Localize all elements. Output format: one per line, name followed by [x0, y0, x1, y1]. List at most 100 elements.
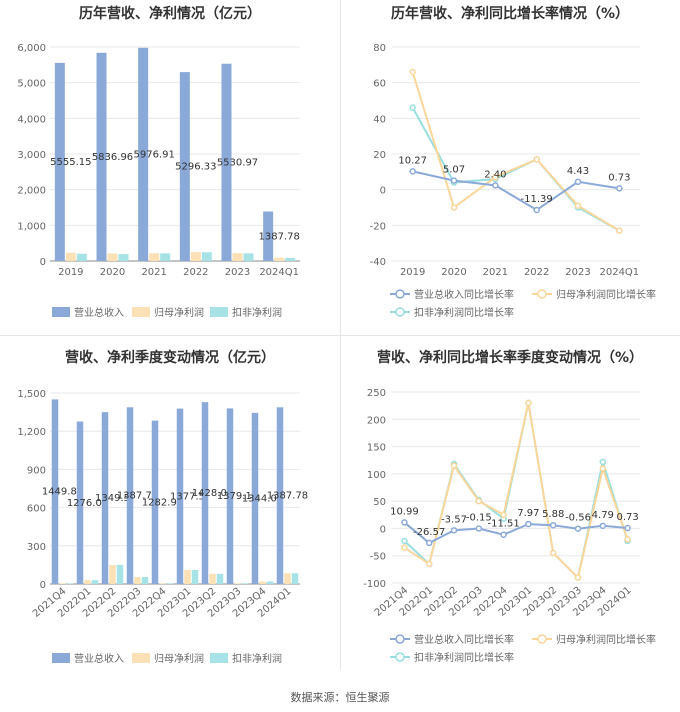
y-tick-label: 2,000 — [17, 186, 46, 197]
series-line — [403, 402, 629, 580]
data-label: 7.97 — [517, 508, 539, 519]
bar-deducted-net-profit — [291, 573, 299, 584]
y-tick-label: 300 — [27, 542, 46, 553]
bar-deducted-net-profit — [243, 253, 254, 261]
y-tick-label: 600 — [27, 504, 46, 515]
data-label: 2.40 — [484, 169, 506, 180]
legend-marker — [537, 634, 547, 644]
legend-marker — [395, 289, 405, 299]
bar-deducted-net-profit — [216, 573, 224, 584]
y-tick-label: 0 — [380, 524, 386, 535]
bar-net-profit — [184, 569, 191, 584]
data-point — [425, 560, 433, 568]
chart-title: 营收、净利季度变动情况（亿元） — [65, 350, 275, 366]
x-tick-label: 2024Q1 — [259, 267, 299, 278]
legend-swatch — [210, 307, 228, 317]
bar-net-profit — [84, 580, 91, 584]
bar-deducted-net-profit — [118, 254, 129, 261]
x-tick-label: 2022 — [524, 267, 549, 278]
quarterly-revenue-profit-panel: 营收、净利季度变动情况（亿元） 0 300 600 900 1,200 1,500 1449… — [0, 335, 340, 680]
bar-net-profit — [274, 257, 285, 261]
x-tick-label: 2019 — [58, 267, 83, 278]
bar-deducted-net-profit — [166, 583, 174, 584]
data-label: 1449.81 — [42, 487, 83, 498]
bar-deducted-net-profit — [191, 569, 199, 584]
data-label: 5555.15 — [50, 157, 91, 168]
chart-title: 历年营收、净利同比增长率情况（%） — [390, 6, 630, 22]
data-point — [549, 521, 557, 529]
legend-marker — [395, 307, 405, 317]
bar-net-profit — [134, 576, 141, 584]
legend-label: 扣非净利润 — [232, 306, 282, 319]
quarterly-revenue-profit-chart: 03006009001,2001,5001449.812021Q41276.02… — [17, 389, 308, 665]
y-tick-label: 0 — [380, 186, 386, 197]
bar-deducted-net-profit — [160, 253, 171, 261]
data-point — [475, 525, 483, 532]
data-label: 1387.78 — [267, 491, 308, 502]
legend-label: 扣非净利润同比增长率 — [414, 306, 514, 319]
data-point — [599, 458, 607, 466]
data-label: 10.99 — [390, 506, 419, 517]
bar-revenue — [101, 412, 109, 584]
data-label: 1428.07 — [192, 488, 233, 499]
data-point — [574, 574, 582, 581]
annual-revenue-profit-panel: 历年营收、净利情况（亿元） 0 1,000 2,000 3,000 4,000 5,000… — [0, 0, 340, 335]
y-tick-label: -50 — [370, 552, 386, 563]
bar-deducted-net-profit — [91, 580, 99, 584]
y-tick-label: 900 — [27, 465, 46, 476]
bar-revenue — [76, 421, 84, 584]
chart-title: 历年营收、净利情况（亿元） — [79, 6, 261, 22]
bar-deducted-net-profit — [66, 583, 74, 584]
bar-revenue — [138, 47, 149, 261]
bar-revenue — [201, 402, 209, 584]
legend-label: 营业总收入 — [74, 652, 124, 665]
annual-growth-panel: 历年营收、净利同比增长率情况（%） -40 -20 0 20 40 60 80 2019 202… — [340, 0, 680, 335]
y-tick-label: 3,000 — [17, 150, 46, 161]
bar-net-profit — [284, 573, 291, 584]
data-point — [624, 536, 631, 543]
data-label: 5.88 — [542, 509, 564, 520]
bar-net-profit — [190, 252, 201, 261]
data-label: 0.73 — [608, 172, 630, 183]
legend-swatch — [52, 307, 70, 317]
x-tick-label: 2020 — [441, 267, 466, 278]
bar-revenue — [276, 407, 284, 584]
legend-label: 营业总收入同比增长率 — [414, 288, 514, 301]
x-tick-label: 2020 — [100, 267, 125, 278]
x-tick-label: 2023 — [565, 267, 590, 278]
x-tick-label: 2023 — [225, 267, 250, 278]
bar-revenue — [263, 211, 274, 261]
bar-revenue — [96, 52, 107, 261]
legend-label: 归母净利润 — [154, 306, 204, 319]
data-point — [500, 531, 507, 538]
data-point — [533, 206, 540, 214]
bar-deducted-net-profit — [266, 581, 274, 584]
x-tick-label: 2019 — [400, 267, 425, 278]
quarterly-growth-panel: 营收、净利同比增长率季度变动情况（%） -100 -50 0 50 100 150 200 2… — [340, 335, 680, 680]
y-tick-label: 40 — [373, 114, 386, 125]
bar-revenue — [251, 412, 259, 584]
data-point — [525, 399, 532, 407]
y-tick-label: 100 — [367, 470, 386, 481]
legend-label: 营业总收入同比增长率 — [414, 633, 514, 646]
data-label: -11.51 — [487, 519, 519, 530]
data-label: 5976.91 — [133, 149, 174, 160]
y-tick-label: 60 — [373, 79, 386, 90]
legend-label: 营业总收入 — [74, 306, 124, 319]
data-point — [574, 202, 582, 209]
x-tick-label: 2021 — [483, 267, 508, 278]
data-point — [409, 68, 416, 76]
bar-deducted-net-profit — [201, 252, 212, 261]
data-point — [401, 519, 408, 526]
bar-revenue — [226, 408, 234, 584]
data-point — [624, 524, 631, 532]
data-label: 1377.5 — [170, 491, 205, 502]
y-tick-label: -100 — [363, 579, 386, 590]
y-tick-label: 5,000 — [17, 79, 46, 90]
data-label: 5.07 — [443, 165, 465, 176]
bar-net-profit — [107, 253, 118, 261]
data-label: -26.57 — [413, 527, 445, 538]
bar-revenue — [221, 63, 232, 262]
data-point — [401, 537, 408, 545]
y-tick-label: 150 — [367, 443, 386, 454]
